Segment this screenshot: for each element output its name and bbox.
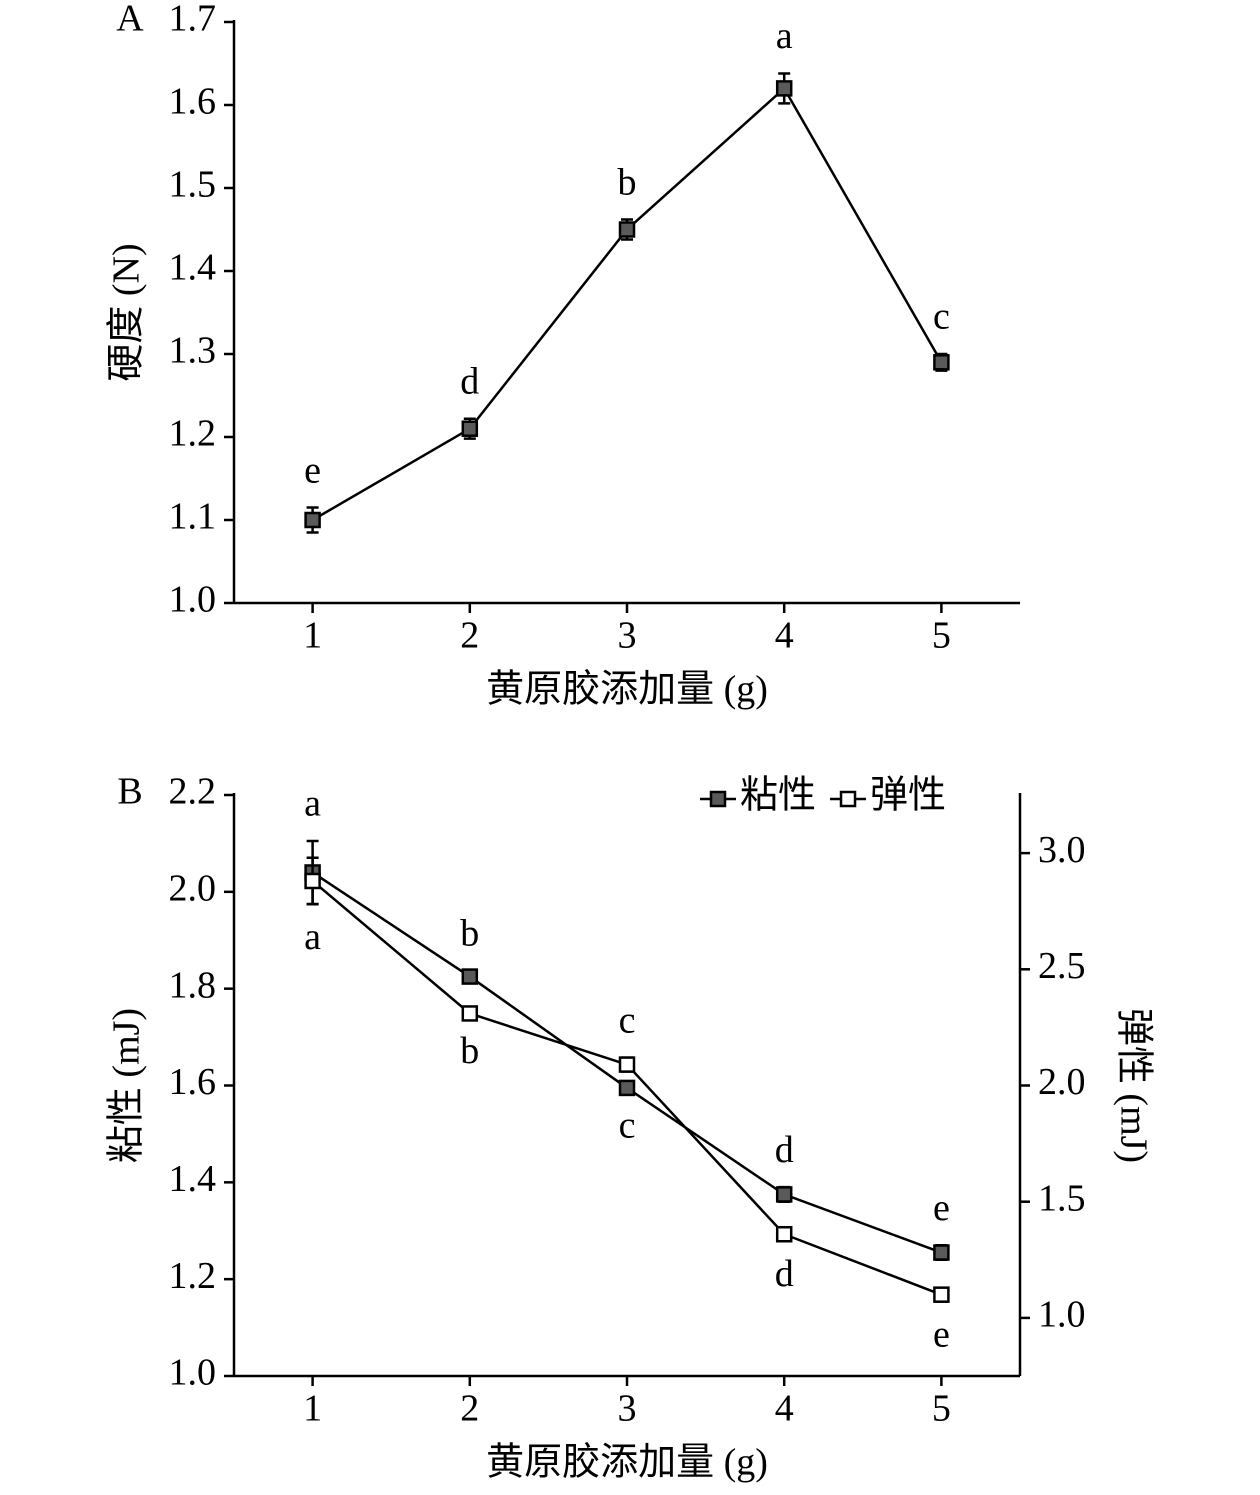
significance-label: d [775,1129,794,1171]
y-tick-label: 1.6 [169,1061,217,1103]
y2-tick-label: 3.0 [1038,829,1086,871]
x-tick-label: 1 [303,1388,322,1430]
significance-label: d [775,1253,794,1295]
y2-tick-label: 1.0 [1038,1294,1086,1336]
legend-label: 粘性 [740,775,816,817]
marker [461,420,479,437]
significance-label: c [933,296,950,338]
legend-marker [839,790,857,808]
marker [618,221,636,238]
y-tick-label: 1.2 [169,1255,217,1297]
y-tick-label: 2.2 [169,771,217,813]
y-tick-label: 1.0 [169,579,217,621]
legend-label: 弹性 [870,775,946,817]
y-tick-label: 1.3 [169,330,217,372]
y2-tick-label: 2.5 [1038,945,1086,987]
significance-label: e [304,449,321,491]
significance-label: e [933,1313,950,1355]
y-tick-label: 1.8 [169,964,217,1006]
marker [618,1056,636,1073]
x-tick-label: 3 [618,615,637,657]
y-tick-label: 1.4 [169,1158,217,1200]
y-tick-label: 1.4 [169,247,217,289]
y-tick-label: 1.6 [169,81,217,123]
y-axis-label: 粘性 (mJ) [106,1008,148,1163]
y-tick-label: 1.5 [169,164,217,206]
y-tick-label: 2.0 [169,868,217,910]
marker [775,1186,793,1203]
x-tick-label: 4 [775,615,794,657]
y2-axis-label: 弹性 (mJ) [1112,1008,1154,1163]
marker [775,80,793,97]
x-axis-label: 黄原胶添加量 (g) [486,669,768,711]
marker [933,354,950,371]
x-tick-label: 2 [460,615,479,657]
x-tick-label: 1 [303,615,322,657]
y-tick-label: 1.2 [169,413,217,455]
marker [775,1225,793,1243]
x-axis-label: 黄原胶添加量 (g) [486,1442,768,1484]
x-tick-label: 3 [618,1388,637,1430]
significance-label: b [618,161,637,203]
x-tick-label: 5 [932,1388,951,1430]
significance-label: a [776,15,793,57]
panel: A 1.0 1.1 1.2 1.3 1.4 1.5 1.6 1.7 1 2 3 4 5 黄原胶添加量 (g)… [106,0,1020,711]
marker [461,968,479,985]
significance-label: c [619,999,636,1041]
panel-label: B [117,771,142,813]
panel-label: A [116,0,144,40]
y-tick-label: 1.0 [169,1352,217,1394]
x-tick-label: 2 [460,1388,479,1430]
marker [933,1244,950,1261]
marker [618,1079,636,1097]
significance-label: a [304,783,321,825]
x-tick-label: 4 [775,1388,794,1430]
marker [304,872,321,890]
marker [461,1005,479,1022]
y2-tick-label: 1.5 [1038,1177,1086,1219]
significance-label: d [460,360,479,402]
series-line [311,86,943,522]
y2-tick-label: 2.0 [1038,1061,1086,1103]
significance-label: a [304,916,321,958]
significance-label: e [933,1187,950,1229]
significance-label: c [619,1104,636,1146]
significance-label: b [460,912,479,954]
marker [933,1286,950,1303]
x-tick-label: 5 [932,615,951,657]
y-axis-label: 硬度 (N) [106,243,148,381]
y-tick-label: 1.1 [169,496,217,538]
marker [304,511,321,529]
y-tick-label: 1.7 [169,0,217,40]
significance-label: b [460,1030,479,1072]
legend-marker [709,790,727,808]
panel: B 1.0 1.2 1.4 1.6 1.8 2.0 2.2 1.0 1.5 2.0 2.5 3.0 1 2 3… [106,771,1155,1484]
